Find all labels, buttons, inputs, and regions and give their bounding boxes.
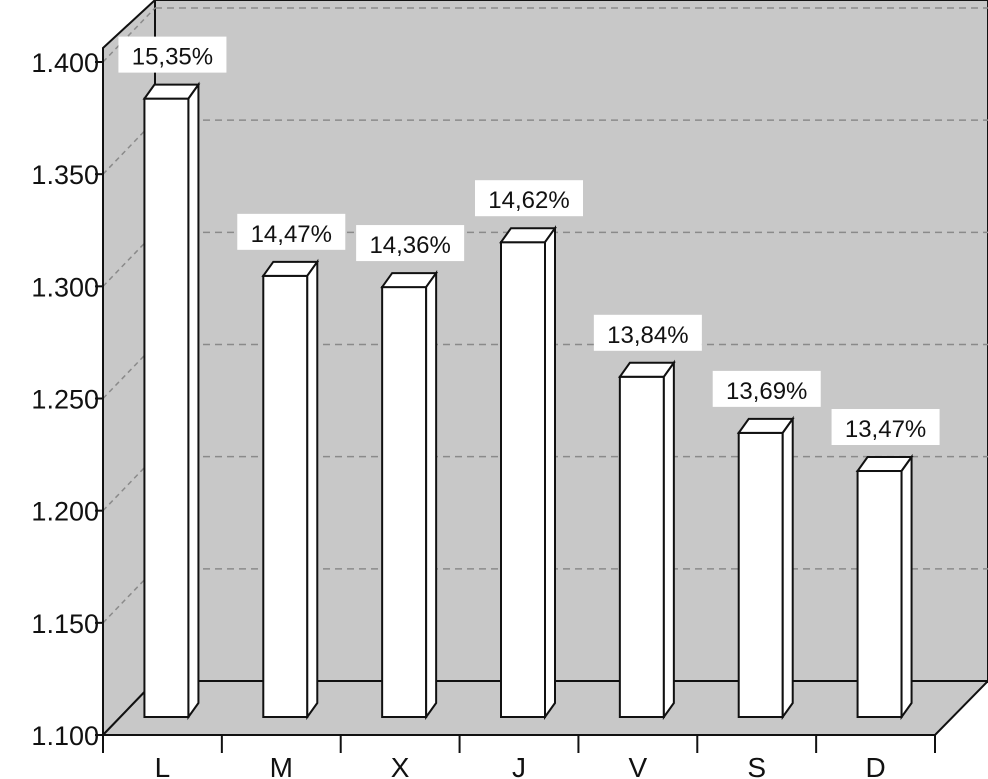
gridline-side — [102, 119, 156, 175]
data-label: 14,36% — [369, 232, 450, 259]
bar-side — [900, 453, 913, 721]
y-tick-label: 1.300 — [31, 272, 99, 302]
bar-side — [187, 81, 200, 721]
gridline-side — [102, 456, 156, 512]
y-tick-label: 1.150 — [31, 609, 99, 639]
bar-front — [381, 286, 428, 718]
gridline-side — [102, 231, 156, 287]
x-tick-label: S — [747, 752, 766, 779]
gridline-side — [102, 7, 156, 63]
data-label: 15,35% — [132, 44, 213, 71]
gridline-side — [102, 343, 156, 400]
data-label: 13,69% — [726, 378, 807, 405]
y-tick-label: 1.200 — [31, 497, 99, 527]
bar — [261, 258, 320, 721]
bar-side — [781, 415, 794, 721]
bar — [617, 359, 676, 721]
bars — [142, 81, 914, 721]
x-tick-label: V — [629, 752, 648, 779]
x-tick-label: X — [391, 752, 410, 779]
bar-side — [662, 359, 675, 721]
data-label: 14,47% — [251, 221, 332, 248]
data-label-box — [356, 225, 465, 262]
gridline-side — [102, 568, 156, 624]
data-label-box — [237, 213, 346, 250]
bar-front — [143, 97, 190, 718]
value-labels: 15,35% 14,47% 14,36% 14,62% 13,84% 13,69% 13,4… — [118, 36, 940, 446]
y-tick-label: 1.400 — [31, 48, 99, 78]
bar-side — [425, 269, 438, 721]
bar-side — [544, 225, 556, 721]
data-label: 13,84% — [607, 322, 688, 349]
x-tick-label: D — [865, 752, 885, 779]
data-label-box — [475, 180, 583, 217]
y-tick-label: 1.100 — [31, 721, 99, 751]
bar — [380, 269, 439, 721]
axes: 1.100 1.150 1.200 1.250 1.300 1.350 1.400 L M X J V… — [31, 48, 936, 779]
bar-front — [500, 241, 546, 719]
y-tick-label: 1.250 — [31, 385, 99, 415]
data-label-box — [593, 314, 702, 351]
data-label: 13,47% — [845, 416, 926, 443]
bar-front — [618, 375, 665, 718]
data-label-box — [118, 36, 227, 73]
bar — [499, 225, 557, 721]
data-label-box — [712, 370, 821, 407]
data-label: 14,62% — [488, 187, 569, 214]
x-tick-label: L — [155, 752, 171, 779]
bar-front — [737, 431, 784, 718]
bar-front — [262, 274, 309, 718]
bar — [855, 453, 914, 721]
data-label-box — [831, 409, 940, 446]
bar — [142, 81, 201, 721]
x-tick-label: M — [270, 752, 293, 779]
bar — [736, 415, 795, 721]
y-tick-label: 1.350 — [31, 160, 99, 190]
x-tick-label: J — [512, 752, 526, 779]
bar-side — [306, 258, 319, 721]
bar-front — [856, 470, 903, 718]
